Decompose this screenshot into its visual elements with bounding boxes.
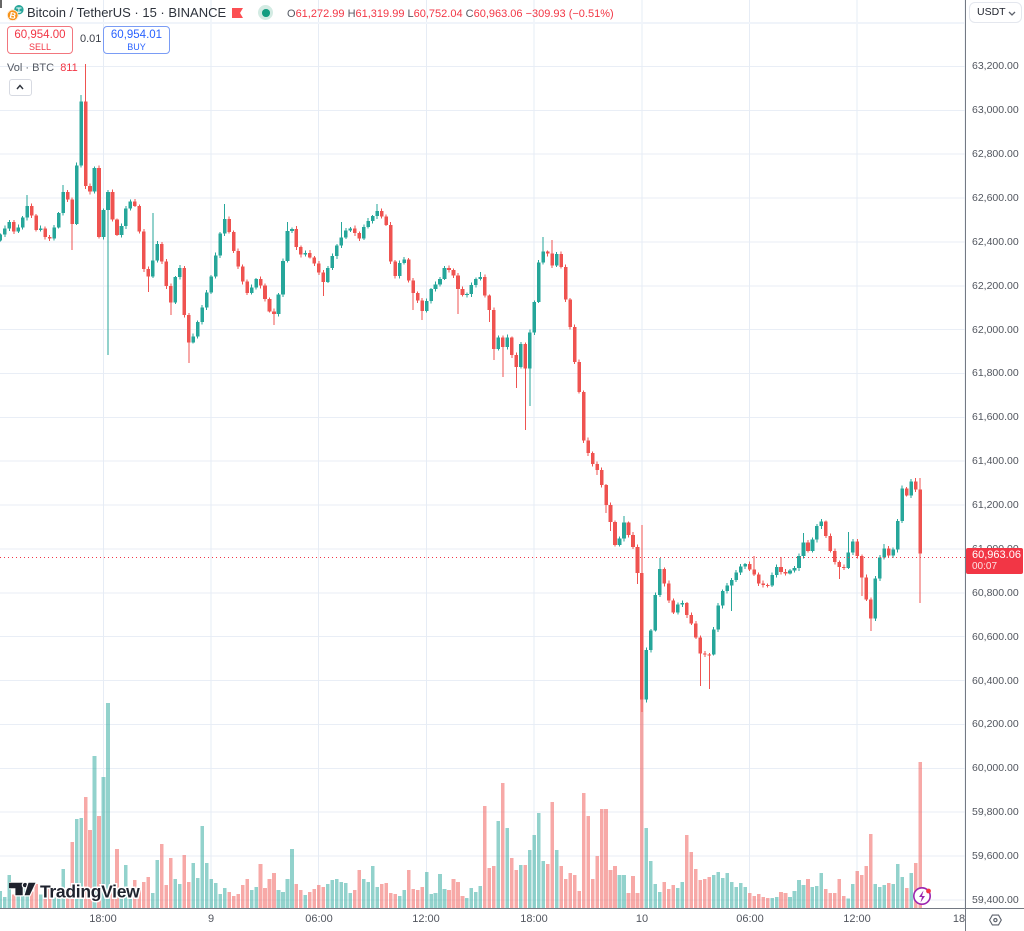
svg-text:B: B [9,10,18,21]
svg-text:TradingView: TradingView [40,882,140,901]
